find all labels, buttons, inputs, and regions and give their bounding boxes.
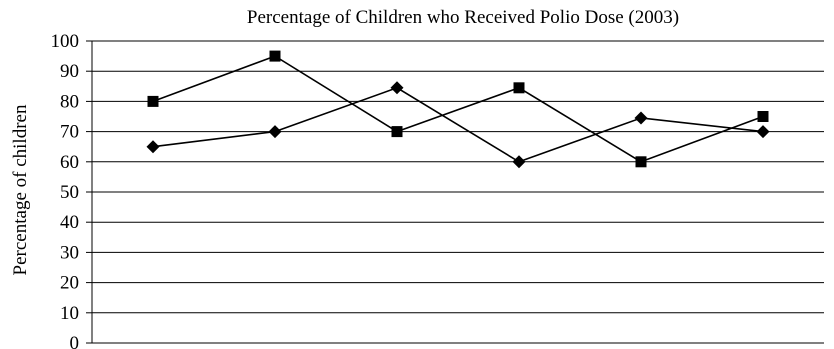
y-tick-label: 0 — [70, 333, 80, 349]
series-1-point — [513, 82, 525, 94]
y-tick-label: 10 — [60, 303, 79, 324]
y-tick-label: 60 — [60, 152, 79, 173]
y-tick-label: 100 — [51, 31, 80, 52]
series-2-point — [146, 140, 160, 154]
series-2-point — [268, 125, 282, 139]
series-2-point — [756, 125, 770, 139]
y-tick-label: 30 — [60, 242, 79, 263]
y-tick-label: 50 — [60, 182, 79, 203]
y-tick-label: 70 — [60, 122, 79, 143]
y-tick-label: 80 — [60, 91, 79, 112]
series-1-point — [269, 50, 281, 62]
series-1-point — [391, 126, 403, 138]
y-tick-label: 40 — [60, 212, 79, 233]
y-tick-label: 90 — [60, 61, 79, 82]
series-2-point — [634, 111, 648, 125]
chart-title: Percentage of Children who Received Poli… — [246, 7, 680, 28]
y-tick-label: 20 — [60, 273, 79, 294]
series-1-line — [152, 55, 764, 163]
series-2-line — [152, 86, 764, 163]
series-1-point — [757, 111, 769, 122]
series-1-point — [147, 95, 159, 107]
series-2-point — [390, 81, 404, 95]
series-2-point — [512, 155, 526, 169]
series-1-point — [635, 156, 647, 168]
